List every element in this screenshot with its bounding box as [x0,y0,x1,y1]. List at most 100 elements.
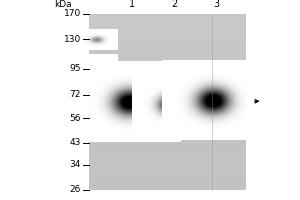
Bar [88,131,246,134]
Bar [88,29,246,32]
Bar [88,26,246,29]
Bar [88,43,246,46]
Bar [88,46,246,49]
Bar [88,61,246,64]
Bar [88,178,246,181]
Bar [88,14,246,17]
Bar [88,131,246,134]
Text: 95: 95 [70,64,81,73]
Bar [88,70,246,73]
Bar [88,125,246,128]
Bar [88,70,246,73]
Bar [88,158,246,161]
Text: 170: 170 [64,9,81,19]
Bar [88,58,246,61]
Bar [88,167,246,169]
Bar [88,137,246,140]
Bar [88,73,246,76]
Bar [88,20,246,23]
Bar [88,161,246,164]
Bar [88,23,246,26]
Bar [88,187,246,190]
Bar [88,143,246,146]
Bar [88,111,246,114]
Bar [88,181,246,184]
Bar [88,125,246,128]
Bar [88,90,246,93]
Text: 56: 56 [70,114,81,123]
Bar [88,123,246,125]
Bar [88,73,246,76]
Bar [88,164,246,167]
Bar [88,140,246,143]
Bar [88,81,246,84]
Bar [88,175,246,178]
Bar [88,14,246,17]
Bar [88,184,246,187]
Bar [88,114,246,117]
Bar [88,137,246,140]
Bar [88,105,246,108]
Bar [88,90,246,93]
Bar [88,55,246,58]
Bar [88,143,246,146]
Bar [88,172,246,175]
Bar [88,49,246,52]
Bar [88,161,246,164]
Bar [88,32,246,35]
Bar [88,178,246,181]
Bar [88,111,246,114]
Bar [88,96,246,99]
Bar [88,99,246,102]
Bar [88,134,246,137]
Bar [88,96,246,99]
Bar [88,20,246,23]
Bar [88,26,246,29]
Bar [88,52,246,55]
Bar [88,152,246,155]
Bar [88,93,246,96]
Bar [88,40,246,43]
Bar [88,167,246,169]
Bar [88,37,246,40]
Bar [88,149,246,152]
Text: 72: 72 [70,90,81,99]
Bar [88,146,246,149]
Bar [88,181,246,184]
Bar [88,158,246,161]
Bar [88,32,246,35]
Bar [88,43,246,46]
Text: 1: 1 [129,0,135,9]
Text: 130: 130 [64,35,81,44]
Bar [88,172,246,175]
Bar [88,29,246,32]
Bar [88,58,246,61]
Bar [88,46,246,49]
Bar [88,108,246,111]
Bar [88,67,246,70]
Bar [88,169,246,172]
Bar [88,155,246,158]
Bar [88,55,246,58]
Bar [88,49,246,52]
Bar [88,76,246,79]
Bar [88,37,246,40]
Bar [88,40,246,43]
Bar [88,79,246,81]
Bar [88,117,246,120]
Bar [88,169,246,172]
Bar [88,64,246,67]
Bar [88,35,246,37]
Bar [88,114,246,117]
Bar [88,184,246,187]
Bar [88,84,246,87]
Bar [88,67,246,70]
Bar [88,102,246,105]
Bar [88,87,246,90]
Text: 3: 3 [213,0,219,9]
Bar [88,120,246,123]
Bar [88,17,246,20]
Bar [88,128,246,131]
Bar [88,79,246,81]
Bar [88,140,246,143]
